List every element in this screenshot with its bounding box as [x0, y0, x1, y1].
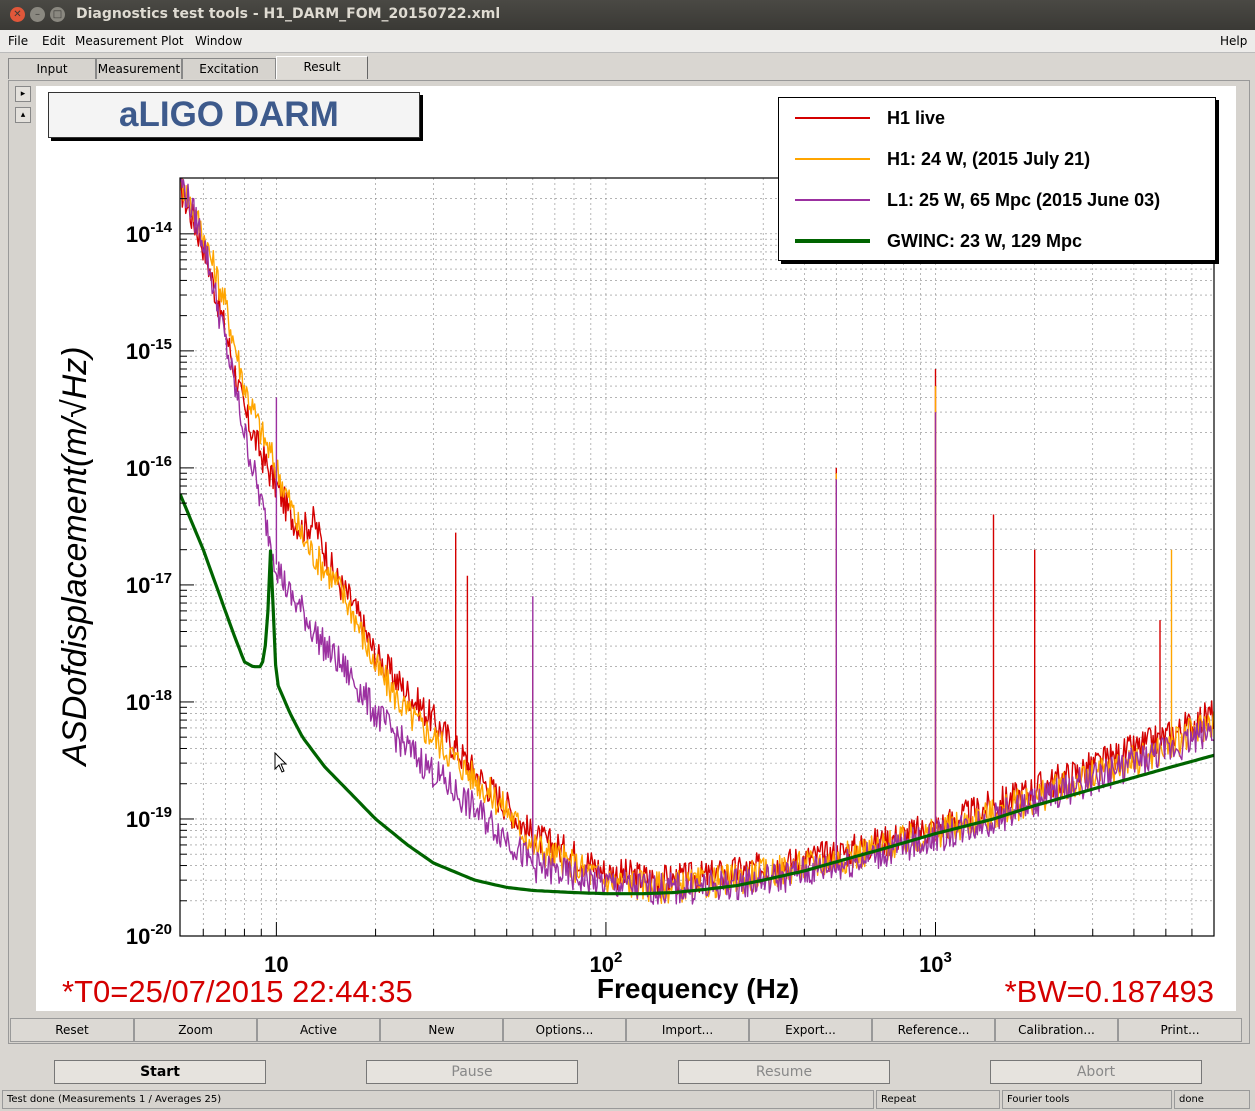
legend-swatch: [795, 117, 870, 119]
close-icon[interactable]: ✕: [10, 7, 25, 22]
plot-title: aLIGO DARM: [119, 95, 339, 134]
status-bar: Test done (Measurements 1 / Averages 25)…: [0, 1090, 1255, 1111]
legend: H1 live H1: 24 W, (2015 July 21) L1: 25 …: [778, 97, 1216, 261]
zoom-button[interactable]: Zoom: [134, 1018, 257, 1042]
active-button[interactable]: Active: [257, 1018, 380, 1042]
y-tick-label: 10-17: [126, 570, 172, 598]
t0-label: *T0=25/07/2015 22:44:35: [62, 974, 413, 1009]
legend-swatch: [795, 239, 870, 243]
menu-file[interactable]: File: [8, 34, 29, 48]
measurement-controls: Start Pause Resume Abort: [0, 1050, 1255, 1090]
new-button[interactable]: New: [380, 1018, 503, 1042]
y-tick-label: 10-16: [126, 453, 172, 481]
scroll-up-arrow-icon[interactable]: ▴: [15, 107, 31, 123]
window-title: Diagnostics test tools - H1_DARM_FOM_201…: [76, 6, 501, 22]
menubar: File Edit Measurement Plot Window Help: [0, 30, 1255, 53]
tab-input[interactable]: Input: [8, 58, 96, 79]
legend-label: L1: 25 W, 65 Mpc (2015 June 03): [887, 190, 1161, 210]
series-line: [180, 178, 1214, 904]
asd-chart[interactable]: 10 102 103 10-20 10-19 10-18 10-17 10-16 10-15 10…: [36, 86, 1236, 1011]
y-tick-label: 10-20: [126, 921, 172, 949]
tab-result[interactable]: Result: [276, 56, 368, 79]
maximize-icon[interactable]: □: [50, 7, 65, 22]
legend-label: H1 live: [887, 108, 946, 128]
y-tick-label: 10-19: [126, 804, 172, 832]
x-axis-label: Frequency (Hz): [597, 973, 799, 1004]
menu-measurement[interactable]: Measurement: [75, 34, 158, 48]
scroll-right-arrow-icon[interactable]: ▸: [15, 86, 31, 102]
options-button[interactable]: Options...: [503, 1018, 626, 1042]
menu-edit[interactable]: Edit: [42, 34, 66, 48]
x-tick-label: 10: [264, 952, 288, 977]
abort-button[interactable]: Abort: [990, 1060, 1202, 1084]
status-state: done: [1174, 1090, 1250, 1109]
plot-title-box: aLIGO DARM: [48, 92, 420, 138]
series-group: [180, 178, 1214, 905]
legend-item: H1: 24 W, (2015 July 21): [795, 149, 1205, 169]
export-button[interactable]: Export...: [749, 1018, 872, 1042]
window-titlebar: ✕ – □ Diagnostics test tools - H1_DARM_F…: [0, 0, 1255, 30]
legend-item: L1: 25 W, 65 Mpc (2015 June 03): [795, 190, 1205, 210]
y-tick-label: 10-14: [126, 219, 173, 247]
pause-button[interactable]: Pause: [366, 1060, 578, 1084]
y-tick-label: 10-18: [126, 687, 172, 715]
tab-measurement[interactable]: Measurement: [96, 58, 182, 79]
status-repeat: Repeat: [876, 1090, 1000, 1109]
series-line: [180, 493, 1214, 896]
plot-toolbar: Reset Zoom Active New Options... Import.…: [10, 1018, 1245, 1042]
menu-plot[interactable]: Plot: [161, 34, 184, 48]
reset-button[interactable]: Reset: [10, 1018, 134, 1042]
mouse-cursor-icon: [274, 752, 288, 773]
legend-swatch: [795, 158, 870, 160]
plot-frame: [179, 177, 1215, 937]
grid: [180, 177, 1215, 937]
y-tick-label: 10-15: [126, 336, 172, 364]
bw-label: *BW=0.187493: [1005, 974, 1214, 1009]
reference-button[interactable]: Reference...: [872, 1018, 995, 1042]
ticks: [180, 177, 1215, 937]
menu-window[interactable]: Window: [195, 34, 243, 48]
start-button[interactable]: Start: [54, 1060, 266, 1084]
tab-excitation[interactable]: Excitation: [182, 58, 276, 79]
legend-label: GWINC: 23 W, 129 Mpc: [887, 231, 1083, 251]
menu-help[interactable]: Help: [1220, 34, 1248, 48]
y-axis-label: ASDofdisplacement(m/√Hz): [56, 346, 94, 767]
series-line: [180, 178, 1214, 905]
legend-item: H1 live: [795, 108, 1205, 128]
calibration-button[interactable]: Calibration...: [995, 1018, 1118, 1042]
resume-button[interactable]: Resume: [678, 1060, 890, 1084]
minimize-icon[interactable]: –: [30, 7, 45, 22]
status-tool: Fourier tools: [1002, 1090, 1172, 1109]
legend-label: H1: 24 W, (2015 July 21): [887, 149, 1091, 169]
print-button[interactable]: Print...: [1118, 1018, 1242, 1042]
legend-item: GWINC: 23 W, 129 Mpc: [795, 231, 1205, 251]
x-tick-label: 102: [590, 949, 623, 977]
x-tick-label: 103: [919, 949, 952, 977]
tick-labels: 10 102 103 10-20 10-19 10-18 10-17 10-16 10-15 10…: [126, 219, 952, 977]
legend-swatch: [795, 199, 870, 201]
tab-bar: Input Measurement Excitation Result: [8, 56, 1248, 80]
import-button[interactable]: Import...: [626, 1018, 749, 1042]
status-message: Test done (Measurements 1 / Averages 25): [2, 1090, 874, 1109]
